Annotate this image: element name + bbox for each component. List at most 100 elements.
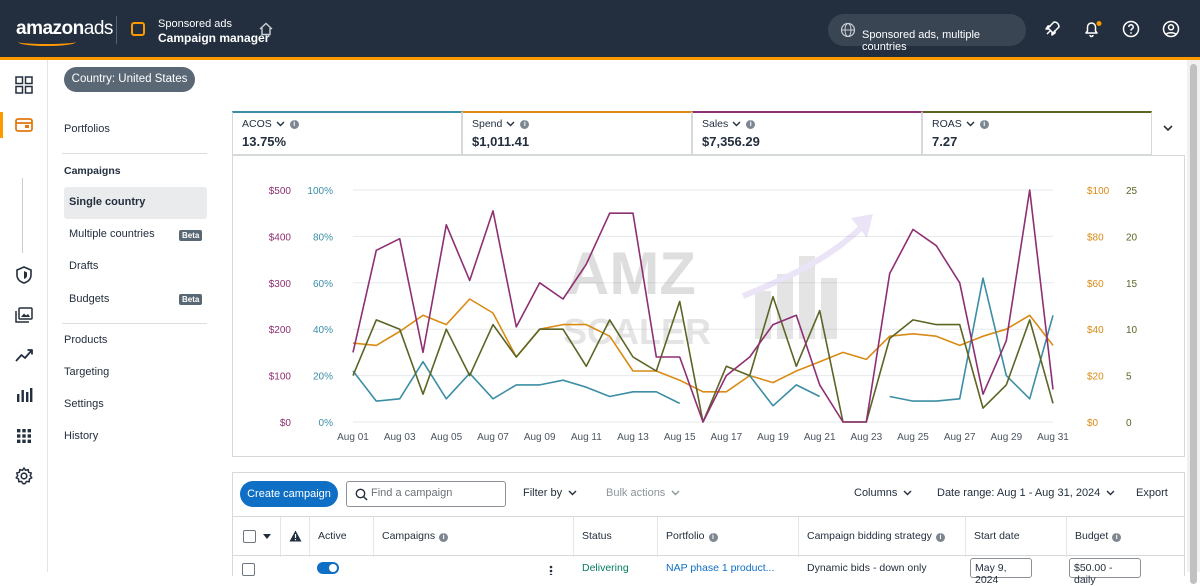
nav-multiple-countries[interactable]: Multiple countries <box>69 228 155 240</box>
nav-budgets[interactable]: Budgets <box>69 293 110 305</box>
table-row <box>232 556 1185 576</box>
x-axis-tick: Aug 17 <box>710 432 742 443</box>
shield-icon[interactable] <box>14 265 34 285</box>
portfolio-link[interactable]: NAP phase 1 product... <box>666 562 775 574</box>
metric-card-roas[interactable]: ROAS i 7.27 <box>922 111 1152 155</box>
date-range-selector[interactable]: Date range: Aug 1 - Aug 31, 2024 <box>937 487 1115 499</box>
country-filter-button[interactable]: Country: United States <box>64 67 195 92</box>
performance-chart-panel: AMZ SCALER $0 $100 $200 $300 $400 $500 0% 20% 40… <box>232 155 1185 457</box>
x-axis-tick: Aug 05 <box>430 432 462 443</box>
chart-axis-labels: $0$100$200$300$400$5000%20%40%60%80%100%… <box>269 186 1138 443</box>
x-axis-tick: Aug 23 <box>850 432 882 443</box>
spend-axis-tick: $0 <box>1087 418 1099 429</box>
logo-smile-icon <box>18 38 76 46</box>
sales-axis-tick: $0 <box>280 418 292 429</box>
chevron-down-icon <box>276 121 285 127</box>
warning-icon <box>289 530 302 542</box>
product-line-label: Sponsored ads <box>158 18 232 30</box>
trend-chart-icon[interactable] <box>14 345 34 365</box>
x-axis-tick: Aug 19 <box>757 432 789 443</box>
nav-divider <box>62 153 207 154</box>
page-scrollbar[interactable] <box>1187 60 1200 584</box>
x-axis-tick: Aug 29 <box>990 432 1022 443</box>
info-icon: i <box>439 533 449 542</box>
more-options-icon[interactable] <box>549 565 553 575</box>
chart-series <box>352 189 1054 423</box>
nav-targeting[interactable]: Targeting <box>64 366 110 378</box>
acos-axis-tick: 100% <box>307 186 333 197</box>
user-account-icon[interactable] <box>1162 20 1180 38</box>
campaign-status: Delivering <box>582 562 629 574</box>
info-icon: i <box>935 533 945 542</box>
app-switcher[interactable]: Sponsored ads Campaign manager <box>158 17 269 45</box>
column-header-budget[interactable]: Budget i <box>1075 530 1122 542</box>
apps-grid-icon[interactable] <box>14 426 34 446</box>
scrollbar-thumb[interactable] <box>1190 64 1197 584</box>
rail-separator <box>22 178 23 253</box>
budget-field[interactable]: $50.00 - daily <box>1069 558 1141 586</box>
notifications-bell-icon[interactable] <box>1083 20 1103 38</box>
metric-card-sales[interactable]: Sales i $7,356.29 <box>692 111 922 155</box>
info-icon[interactable]: i <box>520 120 530 129</box>
sales-axis-tick: $100 <box>269 372 292 383</box>
filter-by-dropdown[interactable]: Filter by <box>523 487 577 499</box>
column-header-status[interactable]: Status <box>582 530 612 542</box>
start-date-field[interactable]: May 9, 2024 <box>970 558 1032 586</box>
spend-axis-tick: $100 <box>1087 186 1110 197</box>
column-header-label: Portfolio <box>666 530 705 542</box>
chevron-down-icon <box>966 121 975 127</box>
x-axis-tick: Aug 15 <box>664 432 696 443</box>
media-library-icon[interactable] <box>14 305 34 325</box>
select-all-checkbox[interactable] <box>243 530 256 543</box>
columns-dropdown[interactable]: Columns <box>854 487 912 499</box>
amazon-ads-logo[interactable]: amazonads <box>16 18 113 46</box>
app-name-label: Campaign manager <box>158 31 270 45</box>
acos-axis-tick: 40% <box>313 325 333 336</box>
info-icon[interactable]: i <box>746 120 756 129</box>
nav-drafts[interactable]: Drafts <box>69 260 99 272</box>
nav-products[interactable]: Products <box>64 334 108 346</box>
campaign-manager-rail-icon[interactable] <box>14 115 34 135</box>
campaign-active-toggle[interactable] <box>317 562 339 574</box>
metric-label: Sales <box>702 118 729 130</box>
nav-history[interactable]: History <box>64 430 99 442</box>
bidding-strategy-value[interactable]: Dynamic bids - down only <box>807 562 927 574</box>
x-axis-tick: Aug 13 <box>617 432 649 443</box>
info-icon[interactable]: i <box>979 120 989 129</box>
metric-card-spend[interactable]: Spend i $1,011.41 <box>462 111 692 155</box>
bulk-actions-dropdown[interactable]: Bulk actions <box>606 487 680 499</box>
bar-chart-icon[interactable] <box>14 385 34 405</box>
nav-single-country[interactable]: Single country <box>69 196 146 208</box>
nav-portfolios[interactable]: Portfolios <box>64 123 110 135</box>
campaign-search-input[interactable] <box>371 487 501 499</box>
export-button[interactable]: Export <box>1136 487 1168 499</box>
bulk-actions-label: Bulk actions <box>606 487 666 499</box>
row-select-checkbox[interactable] <box>242 563 255 576</box>
chevron-down-icon[interactable] <box>263 534 271 539</box>
sales-axis-tick: $400 <box>269 232 292 243</box>
rocket-icon[interactable] <box>1043 20 1061 38</box>
settings-gear-icon[interactable] <box>14 466 34 486</box>
column-header-campaigns[interactable]: Campaigns i <box>382 530 449 542</box>
metric-value: 7.27 <box>932 134 958 149</box>
column-header-bidding-strategy[interactable]: Campaign bidding strategy i <box>807 530 945 542</box>
expand-metrics-chevron-icon[interactable] <box>1162 124 1174 132</box>
spend-axis-tick: $60 <box>1087 279 1104 290</box>
create-campaign-button[interactable]: Create campaign <box>240 481 338 507</box>
help-icon[interactable] <box>1122 20 1140 38</box>
info-icon[interactable]: i <box>289 120 299 129</box>
nav-settings[interactable]: Settings <box>64 398 104 410</box>
column-header-active[interactable]: Active <box>318 530 347 542</box>
home-icon[interactable] <box>259 22 273 36</box>
beta-badge: Beta <box>179 294 203 305</box>
column-header-start-date[interactable]: Start date <box>974 530 1020 542</box>
amz-scaler-watermark: AMZ SCALER <box>563 214 873 352</box>
sales-axis-tick: $200 <box>269 325 292 336</box>
account-selector[interactable]: Sponsored ads, multiple countries <box>828 14 1026 53</box>
x-axis-tick: Aug 21 <box>804 432 836 443</box>
dashboard-grid-icon[interactable] <box>14 75 34 95</box>
metric-card-acos[interactable]: ACOS i 13.75% <box>232 111 462 155</box>
campaign-search-box <box>346 481 506 507</box>
info-icon: i <box>1112 533 1122 542</box>
column-header-portfolio[interactable]: Portfolio i <box>666 530 718 542</box>
